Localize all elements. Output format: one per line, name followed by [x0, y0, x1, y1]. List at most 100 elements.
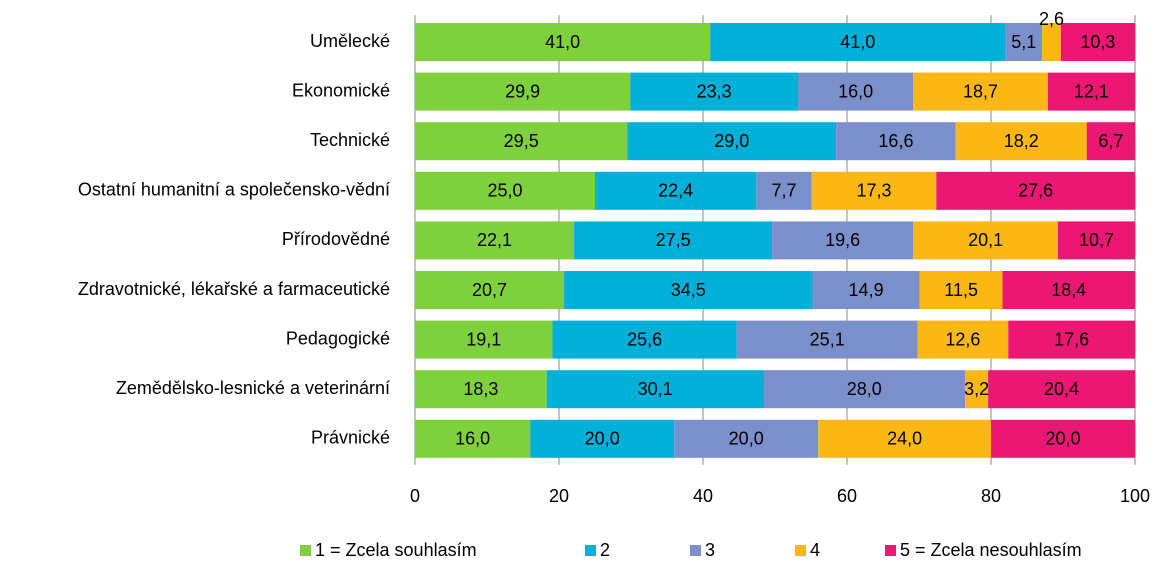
- bar-segment: [530, 419, 675, 458]
- bar-segment: [988, 370, 1135, 409]
- bars: [415, 23, 1135, 458]
- bar-segment: [811, 171, 937, 210]
- bar-segment: [1057, 221, 1135, 260]
- legend-label: 2: [600, 540, 610, 560]
- bar-segment: [710, 23, 1006, 61]
- bar-segment: [415, 72, 631, 111]
- bar-segment: [913, 221, 1058, 260]
- bar-segment: [415, 122, 628, 161]
- bar-segment: [913, 72, 1048, 111]
- data-label: 24,0: [887, 429, 922, 449]
- legend-swatch: [585, 545, 596, 556]
- bar-segment: [674, 419, 819, 458]
- bar-segment: [955, 122, 1087, 161]
- legend-swatch: [690, 545, 701, 556]
- bar-segment: [1042, 23, 1061, 61]
- data-label: 28,0: [847, 379, 882, 399]
- bar-segment: [917, 320, 1009, 359]
- bar-segment: [736, 320, 918, 359]
- bar-segment: [818, 419, 991, 458]
- data-label: 7,7: [771, 181, 796, 201]
- legend-swatch: [795, 545, 806, 556]
- data-label: 25,1: [810, 329, 845, 349]
- legend-label: 5 = Zcela nesouhlasím: [900, 540, 1082, 560]
- data-label: 10,7: [1079, 230, 1114, 250]
- bar-segment: [812, 271, 920, 309]
- bar-segment: [574, 221, 773, 260]
- bar-segment: [552, 320, 737, 359]
- data-label: 17,3: [856, 181, 891, 201]
- bar-segment: [772, 221, 914, 260]
- x-tick-label: 0: [410, 486, 420, 506]
- data-label: 41,0: [545, 32, 580, 52]
- bar-segment: [627, 122, 837, 161]
- data-label: 41,0: [840, 32, 875, 52]
- data-label: 17,6: [1054, 329, 1089, 349]
- category-label: Pedagogické: [286, 328, 390, 348]
- bar-segment: [415, 370, 547, 409]
- legend-swatch: [300, 545, 311, 556]
- category-label: Právnické: [311, 428, 390, 448]
- data-label: 6,7: [1098, 131, 1123, 151]
- data-label: 20,1: [968, 230, 1003, 250]
- category-label: Přírodovědné: [282, 229, 390, 249]
- data-label: 22,1: [477, 230, 512, 250]
- data-label: 11,5: [944, 280, 978, 300]
- data-label: 18,2: [1004, 131, 1039, 151]
- bar-segment: [936, 171, 1135, 210]
- bar-segment: [1008, 320, 1135, 359]
- bar-segment: [1047, 72, 1135, 111]
- data-label: 20,7: [472, 280, 507, 300]
- data-label: 29,9: [505, 81, 540, 101]
- bar-segment: [415, 23, 711, 61]
- data-label: 22,4: [658, 181, 693, 201]
- legend-label: 4: [810, 540, 820, 560]
- bar-segment: [415, 271, 565, 309]
- data-label: 20,0: [729, 429, 764, 449]
- data-label: 12,6: [945, 329, 980, 349]
- legend-label: 1 = Zcela souhlasím: [315, 540, 477, 560]
- category-label: Technické: [310, 130, 390, 150]
- data-label: 20,4: [1044, 379, 1079, 399]
- data-label: 20,0: [585, 429, 620, 449]
- data-label: 34,5: [671, 280, 706, 300]
- data-label: 29,5: [504, 131, 539, 151]
- data-label: 3,2: [964, 379, 989, 399]
- bar-segment: [1060, 23, 1135, 61]
- category-label: Ostatní humanitní a společensko-vědní: [78, 180, 390, 200]
- data-label: 16,0: [455, 429, 490, 449]
- x-tick-label: 20: [549, 486, 569, 506]
- category-label: Zemědělsko-lesnické a veterinární: [116, 378, 390, 398]
- data-label: 10,3: [1080, 32, 1115, 52]
- bar-segment: [763, 370, 966, 409]
- x-tick-label: 80: [981, 486, 1001, 506]
- bar-segment: [965, 370, 989, 409]
- data-label: 18,3: [463, 379, 498, 399]
- data-label: 25,0: [487, 181, 522, 201]
- data-label: 20,0: [1045, 429, 1080, 449]
- bar-segment: [1086, 122, 1135, 161]
- data-label: 16,6: [878, 131, 913, 151]
- x-tick-label: 100: [1120, 486, 1150, 506]
- data-label: 27,6: [1018, 181, 1053, 201]
- category-label: Umělecké: [310, 31, 390, 51]
- data-label: 23,3: [697, 81, 732, 101]
- bar-segment: [836, 122, 956, 161]
- bar-segment: [798, 72, 914, 111]
- data-label: 25,6: [627, 329, 662, 349]
- category-label: Ekonomické: [292, 80, 390, 100]
- data-label: 16,0: [838, 81, 873, 101]
- data-label: 18,4: [1051, 280, 1086, 300]
- category-label: Zdravotnické, lékařské a farmaceutické: [78, 279, 390, 299]
- bar-segment: [1005, 23, 1043, 61]
- x-tick-label: 40: [693, 486, 713, 506]
- bar-segment: [919, 271, 1003, 309]
- data-label: 5,1: [1011, 32, 1036, 52]
- bar-segment: [756, 171, 812, 210]
- data-label: 14,9: [849, 280, 884, 300]
- data-label: 27,5: [656, 230, 691, 250]
- legend-label: 3: [705, 540, 715, 560]
- x-tick-label: 60: [837, 486, 857, 506]
- bar-segment: [1002, 271, 1135, 309]
